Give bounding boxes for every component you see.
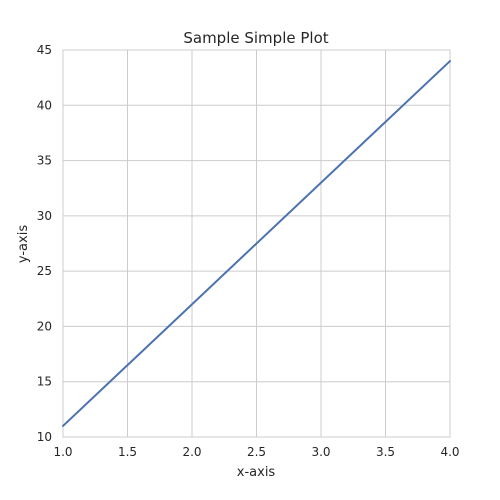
series-line (62, 60, 451, 427)
x-tick-label: 1.0 (53, 445, 72, 459)
x-tick-label: 3.5 (376, 445, 395, 459)
series-layer (62, 60, 451, 427)
x-tick-label: 2.5 (247, 445, 266, 459)
y-tick-labels: 10 15 20 25 30 35 40 45 (37, 43, 52, 444)
y-tick-label: 10 (37, 430, 52, 444)
y-tick-label: 20 (37, 319, 52, 333)
x-axis-label: x-axis (237, 465, 276, 480)
x-tick-label: 2.0 (182, 445, 201, 459)
y-tick-label: 15 (37, 375, 52, 389)
y-tick-label: 30 (37, 209, 52, 223)
y-tick-label: 35 (37, 154, 52, 168)
y-tick-label: 40 (37, 98, 52, 112)
chart-title: Sample Simple Plot (183, 29, 328, 47)
y-axis-label: y-axis (16, 225, 31, 263)
x-tick-label: 1.5 (118, 445, 137, 459)
x-tick-label: 3.0 (311, 445, 330, 459)
y-tick-label: 25 (37, 264, 52, 278)
x-tick-labels: 1.0 1.5 2.0 2.5 3.0 3.5 4.0 (53, 445, 459, 459)
y-tick-label: 45 (37, 43, 52, 57)
plot-frame (62, 49, 451, 438)
x-tick-label: 4.0 (440, 445, 459, 459)
